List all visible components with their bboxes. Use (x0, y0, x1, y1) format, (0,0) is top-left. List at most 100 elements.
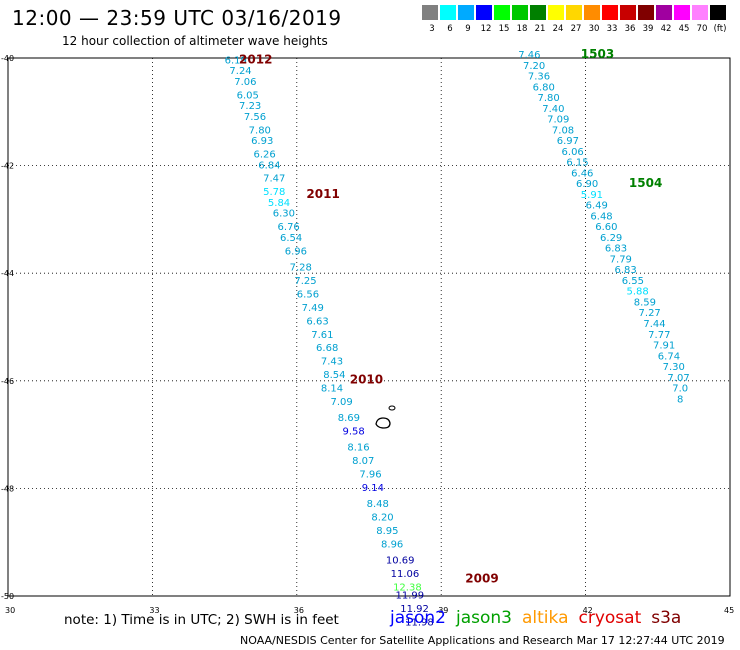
swh-value: 7.30 (663, 362, 685, 373)
legend-swatch (512, 5, 528, 20)
lon-tick-label: 30 (5, 606, 15, 615)
swh-value: 5.84 (268, 198, 290, 209)
swh-value: 6.06 (562, 147, 584, 158)
satellite-legend: jason2 jason3 altika cryosat s3a (390, 608, 691, 628)
swh-value: 8.07 (352, 456, 374, 467)
swh-value: 7.79 (610, 254, 632, 265)
swh-value: 6.15 (566, 158, 588, 169)
legend-swatch (440, 5, 456, 20)
lon-tick-label: 42 (583, 606, 593, 615)
swh-value: 8.20 (371, 513, 393, 524)
swh-value: 7.49 (302, 303, 324, 314)
legend-label: 36 (624, 24, 636, 34)
lon-tick-label: 33 (149, 606, 159, 615)
swh-value: 7.24 (229, 66, 251, 77)
island-outline (375, 417, 391, 429)
map-frame (7, 57, 731, 597)
swh-value: 7.25 (294, 276, 316, 287)
lon-tick-label: 36 (294, 606, 304, 615)
swh-value: 7.44 (643, 319, 665, 330)
swh-value: 6.83 (614, 265, 636, 276)
swh-value: 6.90 (576, 179, 598, 190)
pass-number-label: 2010 (350, 372, 383, 386)
swh-value: 8.59 (634, 297, 656, 308)
legend-label: 39 (642, 24, 654, 34)
swh-value: 9.14 (362, 483, 384, 494)
swh-value: 6.29 (600, 233, 622, 244)
swh-value: 12.38 (393, 583, 422, 594)
swh-value: 7.28 (290, 263, 312, 274)
credit-line: NOAA/NESDIS Center for Satellite Applica… (240, 634, 725, 647)
swh-value: 6.68 (316, 343, 338, 354)
island-marion (375, 405, 396, 429)
legend-label: 42 (660, 24, 672, 34)
legend-swatch (548, 5, 564, 20)
swh-value: 7.40 (542, 104, 564, 115)
swh-value: 7.36 (528, 72, 550, 83)
swh-value: 6.97 (557, 136, 579, 147)
swh-value: 6.96 (285, 246, 307, 257)
swh-value: 8.69 (338, 413, 360, 424)
swh-value: 7.0 (672, 384, 688, 395)
swh-value: 8.14 (321, 384, 343, 395)
swh-value: 10.69 (386, 556, 415, 567)
lat-tick-label: -40 (1, 54, 14, 63)
islet-outline (388, 405, 396, 411)
legend-swatch (494, 5, 510, 20)
swh-value: 7.80 (249, 125, 271, 136)
satellite-name: cryosat (578, 608, 642, 628)
legend-swatch (602, 5, 618, 20)
legend-label: 30 (588, 24, 600, 34)
pass-number-label: 1504 (629, 176, 662, 190)
swh-value: 8.54 (323, 370, 345, 381)
legend-swatch (638, 5, 654, 20)
swh-value: 7.09 (330, 397, 352, 408)
swh-value: 7.20 (523, 61, 545, 72)
legend-swatch (422, 5, 438, 20)
altimeter-tracks: 6.197.247.066.057.237.567.806.936.266.84… (225, 50, 690, 629)
legend-label: 12 (480, 24, 492, 34)
graticule (8, 58, 730, 596)
swh-value: 7.08 (552, 125, 574, 136)
swh-value: 6.60 (595, 222, 617, 233)
satellite-name: s3a (651, 608, 682, 628)
swh-value: 7.77 (648, 330, 670, 341)
swh-value: 6.19 (225, 55, 247, 66)
swh-value: 7.23 (239, 101, 261, 112)
pass-number-label: 1503 (581, 47, 614, 61)
lat-tick-label: -44 (1, 269, 14, 278)
legend-label: (ft) (713, 24, 727, 34)
legend-swatch (566, 5, 582, 20)
swh-value: 5.91 (581, 190, 603, 201)
swh-value: 8 (677, 394, 683, 405)
map-subtitle: 12 hour collection of altimeter wave hei… (62, 34, 328, 48)
swh-value: 6.83 (605, 244, 627, 255)
swh-value: 6.48 (590, 211, 612, 222)
lat-tick-label: -46 (1, 377, 14, 386)
legend-label: 6 (447, 24, 453, 34)
legend-label: 9 (465, 24, 471, 34)
swh-value: 6.63 (306, 316, 328, 327)
legend-label: 33 (606, 24, 618, 34)
pass-number-label: 2009 (465, 572, 498, 586)
swh-value: 7.46 (518, 50, 540, 61)
swh-value: 7.09 (547, 115, 569, 126)
swh-value: 8.16 (347, 443, 369, 454)
legend-label: 27 (570, 24, 582, 34)
swh-value: 8.95 (376, 526, 398, 537)
swh-value: 7.61 (311, 330, 333, 341)
legend-label: 45 (678, 24, 690, 34)
footnote: note: 1) Time is in UTC; 2) SWH is in fe… (64, 612, 339, 628)
legend-swatch (476, 5, 492, 20)
pass-labels: 2012 2011 2010 2009 1503 1504 (239, 47, 662, 586)
swh-value: 11.98 (405, 618, 434, 629)
swh-value: 6.74 (658, 351, 680, 362)
swh-value: 8.96 (381, 540, 403, 551)
pass-number-label: 2012 (239, 52, 272, 66)
satellite-name: jason3 (456, 608, 512, 628)
swh-value: 5.78 (263, 187, 285, 198)
swh-value: 6.46 (571, 168, 593, 179)
swh-value: 6.30 (273, 209, 295, 220)
legend-label: 24 (552, 24, 564, 34)
